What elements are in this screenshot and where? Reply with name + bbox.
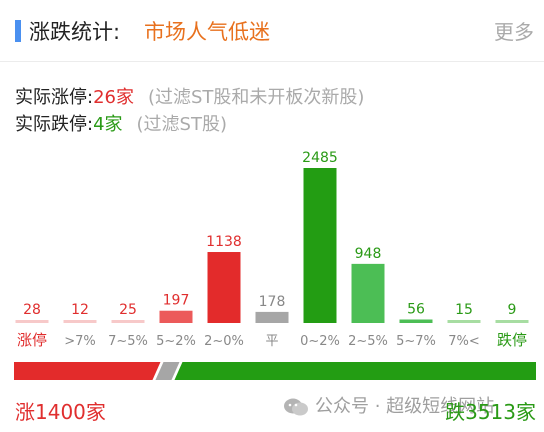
bar-6 [303, 168, 337, 323]
down-count-label: 跌3513家 [445, 400, 536, 424]
bar-5 [255, 311, 289, 323]
wechat-icon [284, 398, 308, 416]
down-segment [174, 362, 537, 380]
flat-segment [155, 362, 180, 380]
category-label: 跌停 [497, 331, 527, 349]
up-count-label: 涨1400家 [15, 400, 106, 424]
limit-up-value: 26家 [93, 87, 134, 108]
distribution-bar-chart: 28 涨停 12 >7% 25 7~5% 197 5~2% 1138 2~0% 178 平 2485 0~… [15, 150, 529, 349]
accent-bar [15, 20, 21, 42]
bar-7 [351, 263, 385, 323]
category-label: >7% [64, 334, 96, 349]
bar-2 [111, 320, 145, 323]
bar-value-label: 2485 [302, 150, 338, 166]
bar-value-label: 178 [259, 294, 286, 310]
bar-3 [159, 310, 193, 323]
category-label: 5~2% [156, 334, 196, 349]
bar-1 [63, 320, 97, 323]
bar-value-label: 1138 [206, 234, 242, 250]
watermark-text: 公众号 · 超级短线网站 [315, 396, 495, 417]
category-label: 涨停 [17, 331, 47, 349]
bar-8 [399, 319, 433, 323]
category-label: 平 [265, 334, 278, 349]
more-link[interactable]: 更多 [494, 20, 534, 44]
bar-value-label: 15 [455, 302, 473, 318]
category-label: 2~0% [204, 334, 244, 349]
watermark: 公众号 · 超级短线网站 [283, 392, 494, 418]
limit-down-value: 4家 [93, 114, 123, 135]
limit-down-label: 实际跌停: [15, 114, 94, 135]
category-label: 2~5% [348, 334, 388, 349]
category-label: 5~7% [396, 334, 436, 349]
bar-10 [495, 320, 529, 323]
bar-0 [15, 320, 49, 323]
market-sentiment-label: 市场人气低迷 [144, 20, 270, 44]
limit-up-row: 实际涨停:26家 (过滤ST股和未开板次新股) [15, 83, 364, 109]
bar-value-label: 197 [163, 293, 190, 309]
header: 涨跌统计: 市场人气低迷 更多 [0, 0, 544, 60]
bar-value-label: 25 [119, 302, 137, 318]
bar-value-label: 9 [508, 302, 517, 318]
limit-down-row: 实际跌停:4家 (过滤ST股) [15, 110, 227, 136]
bar-4 [207, 252, 241, 323]
limit-up-note: (过滤ST股和未开板次新股) [147, 87, 365, 108]
bar-value-label: 948 [355, 246, 382, 262]
bar-value-label: 12 [71, 302, 89, 318]
category-label: 7~5% [108, 334, 148, 349]
section-title: 涨跌统计: [29, 20, 121, 44]
bar-value-label: 56 [407, 302, 425, 318]
category-label: 0~2% [300, 334, 340, 349]
divider [0, 61, 544, 62]
category-label: 7%< [448, 334, 480, 349]
limit-down-note: (过滤ST股) [136, 114, 227, 135]
bar-9 [447, 320, 481, 323]
up-down-ratio-bar [14, 362, 537, 380]
bar-value-label: 28 [23, 302, 41, 318]
limit-up-label: 实际涨停: [15, 87, 94, 108]
up-segment [14, 362, 161, 380]
